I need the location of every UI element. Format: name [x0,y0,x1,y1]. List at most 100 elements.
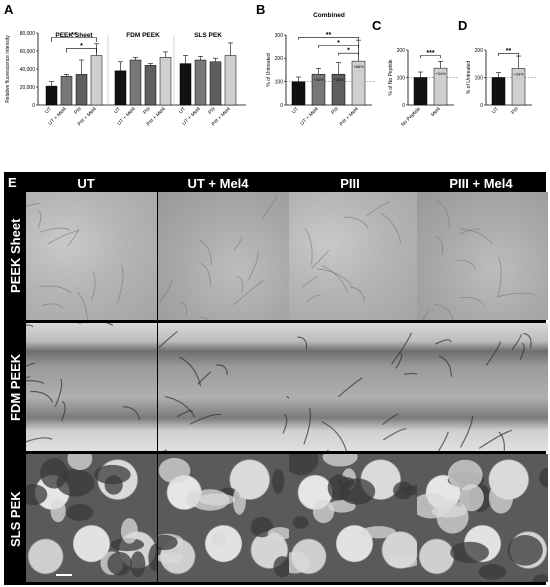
micrograph-peek-sheet-piii [289,192,420,320]
significance-marker: *** [426,50,434,57]
cell-feature [158,457,191,484]
significance-bracket [420,55,441,59]
cell-feature [458,484,484,512]
cell-feature [382,428,407,441]
cell-feature [179,356,202,387]
cell-feature [328,500,356,513]
cell-feature [41,303,64,310]
cell-feature [47,230,80,245]
y-tick-label: 100 [475,75,484,81]
cell-feature [499,469,516,498]
bar [159,57,172,106]
cell-feature [198,316,209,320]
significance-marker: ** [506,48,512,55]
bar [209,61,222,106]
cell-feature [289,454,319,476]
cell-feature [200,262,211,287]
cell-feature [382,413,399,426]
cell-feature [93,464,131,485]
cell-feature [286,395,289,400]
cell-feature [67,454,93,471]
y-tick-label: 40,000 [20,67,36,73]
cell-feature [306,294,321,303]
micrograph-sls-pek-piii-mel4 [417,454,548,582]
cell-feature [54,378,63,407]
y-axis-label: % of Untreated [266,53,272,87]
cell-feature [40,458,69,489]
micrograph-peek-sheet-ut [26,192,157,320]
cell-feature [511,333,522,351]
x-tick-label: UT [491,106,500,115]
panel-letter-a: A [4,2,14,17]
cell-feature [123,406,141,421]
cell-feature [250,516,274,538]
cell-feature [478,429,513,449]
cell-feature [301,276,319,288]
cell-feature [176,410,194,418]
cell-feature [498,431,505,451]
column-header-ut-mel4: UT + Mel4 [187,176,249,191]
cell-feature [366,201,390,217]
cell-feature [189,413,221,425]
cell-feature [496,292,536,298]
cell-feature [233,280,264,306]
cell-feature [539,467,548,488]
cell-feature [460,415,474,448]
cell-feature [120,518,138,544]
cell-feature [179,301,187,317]
panel-letter-c: C [372,18,382,33]
cell-feature [297,336,308,350]
cell-feature [436,199,450,228]
row-header-fdm-peek: FDM PEEK [8,353,23,421]
x-tick-label: UT [178,106,187,115]
percent-change-label: +34% [435,71,446,76]
cell-feature [344,216,369,229]
percent-change-label: +32% [313,77,324,82]
cell-feature [159,279,173,302]
column-header-piii: PIII [340,176,360,191]
cell-feature [395,352,403,369]
cell-feature [434,339,452,345]
x-tick-label: PIII [207,106,217,116]
cell-feature [117,265,124,303]
bar [194,59,207,106]
cell-feature [485,341,501,366]
cell-feature [210,532,228,546]
y-tick-label: 0 [480,103,483,109]
cell-feature [61,401,66,421]
x-tick-label: UT + Mel4 [299,106,320,127]
x-tick-label: PIII + Mel4 [339,106,360,127]
cell-feature [110,538,145,552]
y-tick-label: 200 [475,48,484,54]
x-tick-label: Mel4 [430,106,442,118]
chart-d: 0 100 200 % of Untreated UT +33% PIII ** [466,48,536,116]
cell-feature [50,499,66,523]
y-axis-label: Relative fluorescence intensity [5,35,11,103]
micrograph-fdm-peek-piii-mel4 [417,323,548,451]
column-header-ut: UT [77,176,95,191]
cell-feature [248,251,259,281]
cell-feature [233,236,243,251]
cell-feature [272,468,285,494]
micrograph-sls-pek-ut [26,454,157,582]
cell-feature [507,535,543,566]
cell-feature [497,257,502,297]
percent-change-label: +33% [513,71,524,76]
cell-feature [437,431,449,451]
micrograph-texture [434,332,532,451]
cell-feature [450,541,490,564]
cell-feature [67,229,79,247]
cell-feature [77,291,88,320]
bar [413,77,428,106]
cell-feature [130,551,146,578]
cell-feature [322,454,358,467]
cell-feature [312,499,335,524]
x-tick-label: No Peptide [400,106,422,128]
significance-marker: ** [71,32,77,39]
y-tick-label: 20,000 [20,85,36,91]
cell-feature [404,372,420,378]
significance-bracket [498,52,519,57]
chart-b: 0 100 200 300 % of Untreated Combined UT +32% UT… [266,12,376,127]
cell-feature [26,484,48,506]
chart-c: 0 100 200% of No Peptide No Peptide +34% Mel4… [388,48,458,128]
